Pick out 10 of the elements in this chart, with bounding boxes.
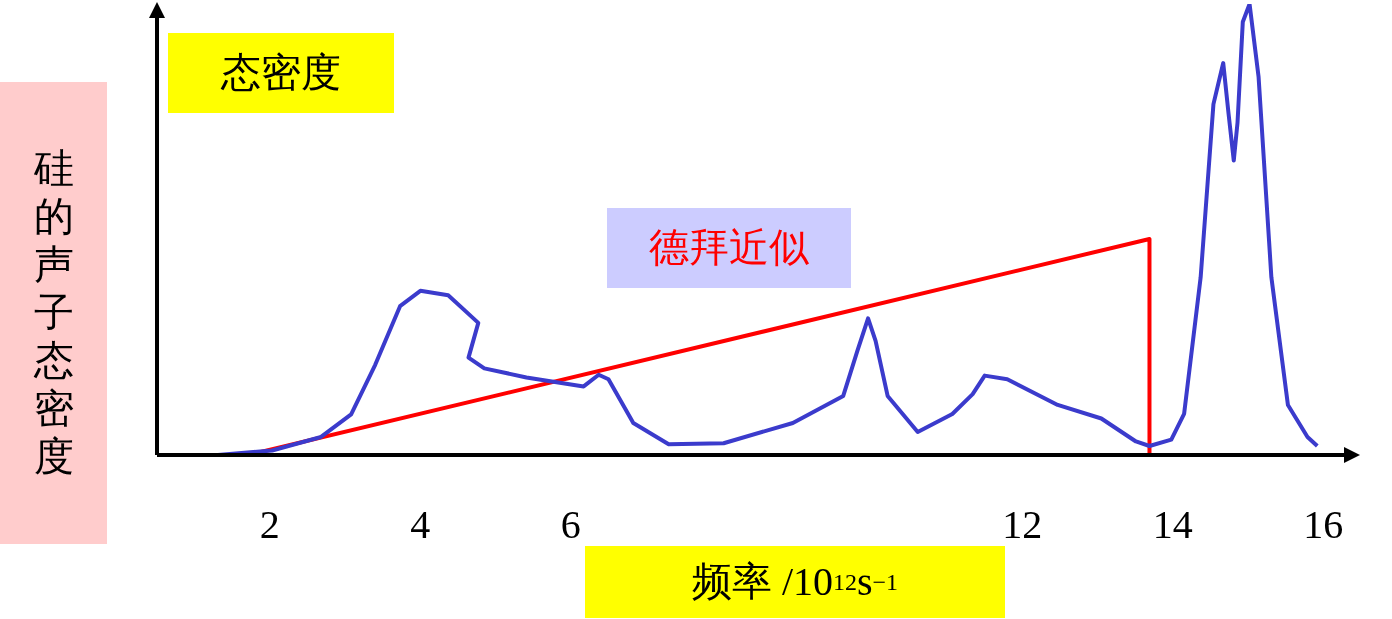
y-axis-title: 硅的声子态密度 (33, 145, 74, 481)
x-tick-label: 2 (259, 501, 280, 547)
series-label: 德拜近似 (607, 208, 851, 288)
x-tick-label: 4 (410, 501, 431, 547)
x-tick-label: 12 (1002, 501, 1043, 547)
x-tick-label: 6 (560, 501, 581, 547)
x-tick-label: 16 (1303, 501, 1344, 547)
annotation: 态密度 (168, 33, 394, 113)
x-axis-title: 频率 /10$^{12}$s$^{−1}$ (585, 546, 1005, 618)
x-tick-label: 14 (1152, 501, 1193, 547)
